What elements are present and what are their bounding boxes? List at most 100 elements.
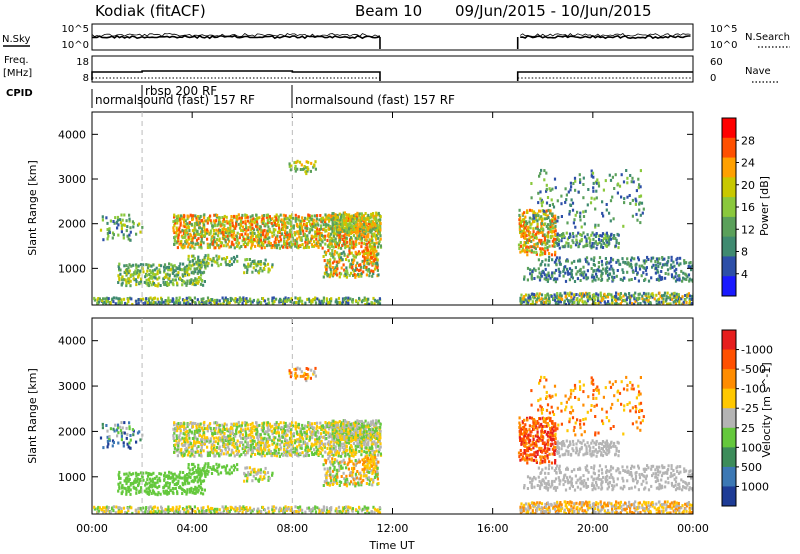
power-cell xyxy=(363,221,366,225)
power-cell xyxy=(350,242,353,246)
power-cell xyxy=(571,300,574,304)
power-cell xyxy=(285,235,288,239)
power-cell xyxy=(211,298,214,302)
velocity-cell xyxy=(252,424,255,428)
velocity-cell xyxy=(375,445,378,449)
power-cell xyxy=(362,266,365,270)
velocity-cell xyxy=(319,435,323,439)
velocity-cell xyxy=(212,427,216,431)
velocity-cell xyxy=(191,449,195,453)
velocity-cell xyxy=(325,437,328,440)
velocity-cell xyxy=(326,447,329,450)
power-cell xyxy=(327,223,330,227)
power-cell xyxy=(613,275,616,279)
velocity-cell xyxy=(190,449,193,452)
power-cell xyxy=(540,238,543,242)
velocity-cell xyxy=(235,449,238,453)
power-cell xyxy=(624,292,627,296)
velocity-cell xyxy=(260,443,263,447)
power-cell xyxy=(237,302,240,305)
power-cell xyxy=(675,267,678,271)
power-cell xyxy=(218,237,221,241)
power-cell xyxy=(359,226,362,230)
power-cell xyxy=(363,242,366,246)
colorbar-tick-label: 12 xyxy=(741,223,755,236)
velocity-cell xyxy=(315,445,318,449)
power-cell xyxy=(347,301,350,305)
power-cell xyxy=(352,274,355,277)
power-cell xyxy=(204,265,207,269)
velocity-cell xyxy=(233,445,236,449)
power-cell xyxy=(299,232,302,235)
power-cell xyxy=(519,224,523,228)
power-cell xyxy=(307,160,310,164)
power-cell xyxy=(290,164,293,168)
power-cell xyxy=(176,267,179,271)
velocity-cell xyxy=(268,422,271,426)
velocity-cell xyxy=(350,436,353,440)
power-cell xyxy=(376,233,379,237)
velocity-cell xyxy=(175,437,178,440)
power-cell xyxy=(327,232,330,236)
power-cell xyxy=(358,234,361,238)
power-cell xyxy=(251,260,254,263)
velocity-cell xyxy=(346,448,349,452)
velocity-cell xyxy=(331,446,334,450)
power-cell xyxy=(215,243,219,247)
velocity-cell xyxy=(324,426,327,430)
power-cell xyxy=(203,223,206,227)
power-cell xyxy=(630,180,633,184)
power-cell xyxy=(196,278,199,282)
power-cell xyxy=(325,302,328,305)
velocity-cell xyxy=(340,434,343,437)
power-cell xyxy=(128,219,131,223)
power-cell xyxy=(351,300,354,304)
power-cell xyxy=(167,266,171,269)
power-cell xyxy=(522,231,525,234)
velocity-cell xyxy=(177,447,180,451)
velocity-cell xyxy=(357,433,360,437)
power-cell xyxy=(550,253,554,257)
power-cell xyxy=(322,255,325,258)
velocity-cell xyxy=(277,438,280,442)
velocity-cell xyxy=(325,423,328,426)
power-cell xyxy=(605,271,608,275)
power-cell xyxy=(289,222,292,226)
velocity-cell xyxy=(315,435,319,439)
velocity-cell xyxy=(336,425,339,429)
power-cell xyxy=(527,293,530,297)
power-cell xyxy=(164,302,167,305)
velocity-cell xyxy=(274,446,277,450)
power-cell xyxy=(231,221,234,225)
power-cell xyxy=(588,236,591,240)
power-cell xyxy=(254,217,257,221)
power-cell xyxy=(564,244,567,248)
power-cell xyxy=(184,232,187,236)
power-cell xyxy=(259,262,262,266)
power-cell xyxy=(250,228,253,232)
power-cell xyxy=(633,257,636,261)
velocity-cell xyxy=(192,437,195,440)
power-cell xyxy=(311,300,314,304)
velocity-cell xyxy=(198,433,202,437)
power-cell xyxy=(323,236,326,240)
velocity-cell xyxy=(345,420,348,424)
power-cell xyxy=(323,259,326,263)
power-cell xyxy=(533,220,536,223)
power-cell xyxy=(560,215,563,218)
power-cell xyxy=(350,224,353,228)
velocity-cell xyxy=(345,423,348,427)
power-cell xyxy=(532,212,535,216)
power-cell xyxy=(213,238,216,242)
power-cell xyxy=(257,298,260,302)
power-cell xyxy=(572,182,575,185)
power-cell xyxy=(364,219,367,223)
velocity-cell xyxy=(327,431,330,435)
power-cell xyxy=(338,238,341,242)
power-cell xyxy=(363,235,366,239)
power-cell xyxy=(120,301,123,305)
power-cell xyxy=(602,267,605,271)
power-cell xyxy=(330,236,333,240)
power-cell xyxy=(590,169,593,173)
power-cell xyxy=(213,213,216,217)
